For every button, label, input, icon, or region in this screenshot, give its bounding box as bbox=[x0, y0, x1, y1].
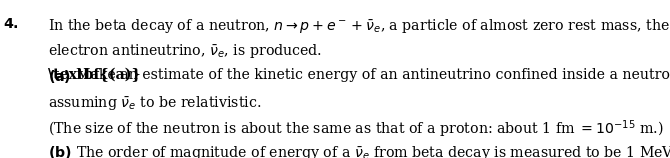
Text: The order of magnitude of energy of a $\bar{\nu}_e$ from beta decay is measured : The order of magnitude of energy of a $\… bbox=[76, 144, 670, 158]
Text: assuming $\bar{\nu}_e$ to be relativistic.: assuming $\bar{\nu}_e$ to be relativisti… bbox=[48, 94, 262, 112]
Text: electron antineutrino, $\bar{\nu}_e$, is produced.: electron antineutrino, $\bar{\nu}_e$, is… bbox=[48, 42, 322, 60]
Text: $\mathbf{(b)}$: $\mathbf{(b)}$ bbox=[48, 144, 72, 158]
Text: In the beta decay of a neutron, $n \rightarrow p + e^- + \bar{\nu}_e$, a particl: In the beta decay of a neutron, $n \righ… bbox=[48, 17, 670, 35]
Text: $\mathbf{(a)}$: $\mathbf{(a)}$ bbox=[48, 68, 72, 85]
Text: $\mathbf{4.}$: $\mathbf{4.}$ bbox=[3, 17, 19, 31]
Text: \textbf{(a)}: \textbf{(a)} bbox=[48, 68, 141, 82]
Text: Make an estimate of the kinetic energy of an antineutrino confined inside a neut: Make an estimate of the kinetic energy o… bbox=[76, 68, 670, 82]
Text: (The size of the neutron is about the same as that of a proton: about 1 fm $= 10: (The size of the neutron is about the sa… bbox=[48, 119, 664, 140]
